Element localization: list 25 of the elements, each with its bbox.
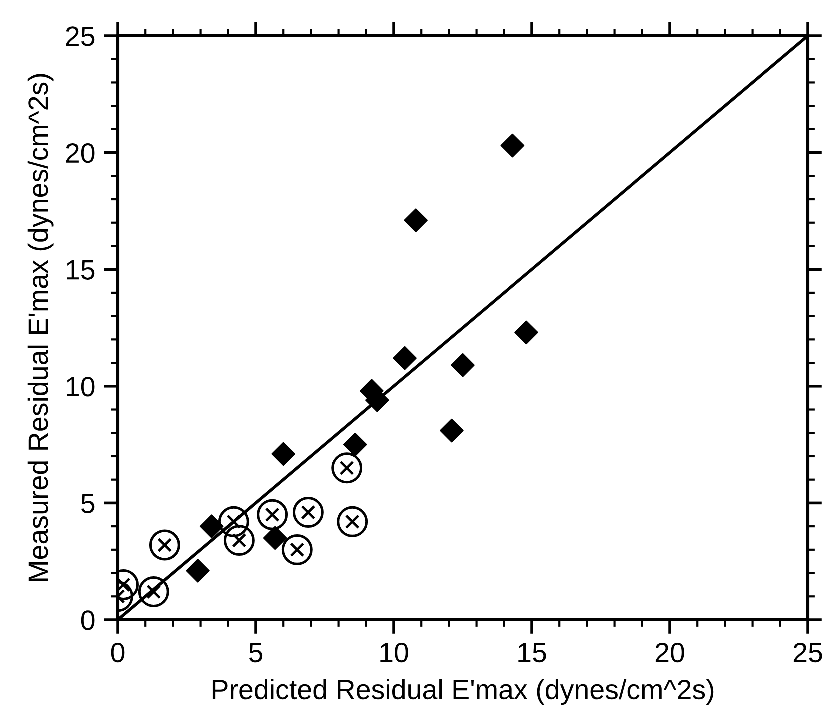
y-tick-label: 15	[67, 260, 95, 280]
point	[186, 559, 210, 583]
y-tick-label: 5	[81, 494, 95, 514]
point	[404, 208, 428, 232]
x-tick-label: 15	[518, 643, 546, 663]
y-tick-label: 10	[67, 377, 95, 397]
x-tick-label: 10	[380, 642, 408, 663]
y-tick-label: 0	[81, 610, 95, 630]
x-tick-label: 20	[656, 642, 684, 663]
y-tick-label: 25	[66, 26, 95, 46]
point	[440, 418, 464, 443]
point	[200, 514, 224, 538]
point	[500, 134, 525, 158]
point	[263, 526, 288, 550]
point	[393, 346, 417, 370]
x-tick-label: 5	[249, 643, 263, 663]
point	[514, 320, 538, 345]
point	[343, 432, 368, 457]
point	[272, 442, 296, 466]
y-axis-title: Measured Residual E'max (dynes/cm^2s)	[28, 74, 54, 582]
x-axis-title: Predicted Residual E'max (dynes/cm^2s)	[212, 679, 714, 706]
y-tick-label: 20	[66, 143, 95, 164]
x-tick-label: 0	[111, 642, 125, 663]
x-tick-label: 25	[794, 642, 822, 663]
point	[451, 353, 475, 378]
